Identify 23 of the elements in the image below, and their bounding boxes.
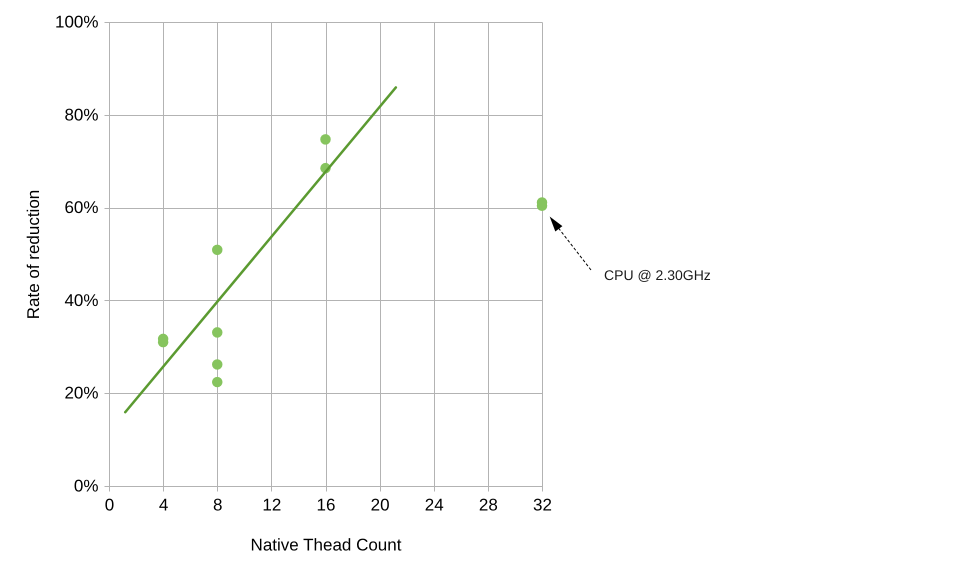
x-tick-label: 16	[316, 496, 336, 514]
y-tick-label: 80%	[64, 105, 98, 124]
x-tick-label: 20	[370, 496, 390, 514]
x-axis-title: Native Thead Count	[250, 536, 402, 554]
y-tick-label: 40%	[64, 290, 98, 310]
x-tick-label: 8	[213, 496, 222, 514]
point	[212, 244, 222, 256]
y-tick-label: 100%	[55, 12, 98, 32]
point	[212, 327, 222, 338]
y-axis-title: Rate of reduction	[24, 190, 44, 320]
x-tick-label: 0	[104, 496, 114, 514]
x-tick-label: 28	[478, 496, 498, 514]
x-tick-label: 12	[262, 496, 282, 514]
y-tick-label: 60%	[64, 198, 98, 218]
text: CPU @ 2.30GHz	[604, 267, 711, 283]
x-tick-label: 24	[424, 496, 444, 514]
point	[212, 376, 222, 388]
point	[212, 359, 222, 370]
y-tick-label: 20%	[64, 384, 98, 403]
y-tick-label: 0%	[74, 476, 98, 496]
point	[320, 134, 331, 145]
x-tick-label: 4	[158, 496, 168, 514]
x-tick-label: 32	[533, 496, 552, 514]
